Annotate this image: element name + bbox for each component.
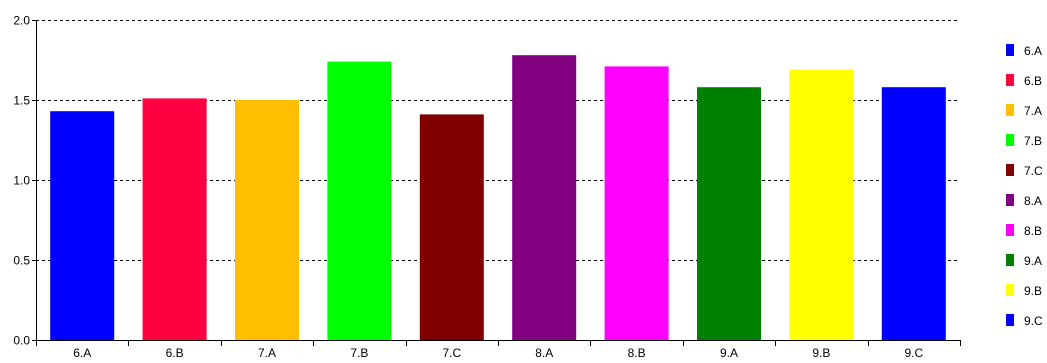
legend-swatch (1006, 284, 1014, 296)
legend-label: 8.B (1024, 224, 1042, 238)
legend-swatch (1006, 44, 1014, 56)
x-tick-label: 9.A (720, 346, 738, 360)
x-tick-label: 9.B (812, 346, 830, 360)
bar-6.A (50, 111, 115, 340)
legend-swatch (1006, 104, 1014, 116)
bar-6.B (142, 98, 207, 341)
legend-label: 8.A (1024, 194, 1042, 208)
x-tick-label: 9.C (904, 346, 923, 360)
bar-8.B (604, 66, 669, 341)
legend-label: 7.A (1024, 104, 1042, 118)
y-tick-label: 1.5 (13, 94, 30, 108)
x-tick-label: 8.B (628, 346, 646, 360)
bar-8.A (512, 55, 577, 340)
x-axis-ticks: 6.A 6.B 7.A 7.B 7.C 8.A 8.B 9.A 9.B 9.C (36, 340, 961, 360)
bar-7.A (235, 100, 299, 340)
y-tick-label: 2.0 (13, 14, 30, 28)
y-tick-label: 0.5 (13, 254, 30, 268)
x-tick-label: 6.A (73, 346, 91, 360)
legend-swatch (1006, 224, 1014, 236)
legend-label: 9.A (1024, 254, 1042, 268)
legend-swatch (1006, 74, 1014, 86)
x-tick-label: 7.C (442, 346, 461, 360)
legend-swatch (1006, 254, 1014, 266)
x-tick-label: 7.B (350, 346, 368, 360)
legend-label: 6.A (1024, 44, 1042, 58)
x-tick-label: 7.A (258, 346, 276, 360)
bars (50, 55, 946, 341)
legend-swatch (1006, 134, 1014, 146)
bar-7.C (419, 114, 484, 341)
x-tick-label: 8.A (535, 346, 553, 360)
legend-label: 9.B (1024, 284, 1042, 298)
bar-9.A (697, 87, 761, 340)
y-tick-label: 1.0 (13, 174, 30, 188)
legend-swatch (1006, 194, 1014, 206)
legend-label: 7.B (1024, 134, 1042, 148)
legend: 6.A 6.B 7.A 7.B 7.C 8.A 8.B 9.A 9.B 9.C (1006, 44, 1043, 328)
bar-9.C (881, 87, 946, 340)
y-axis-ticks: 0.0 0.5 1.0 1.5 2.0 (13, 14, 36, 348)
legend-swatch (1006, 164, 1014, 176)
legend-swatch (1006, 314, 1014, 326)
y-tick-label: 0.0 (13, 334, 30, 348)
legend-label: 9.C (1024, 314, 1043, 328)
x-tick-label: 6.B (166, 346, 184, 360)
bar-9.B (789, 69, 854, 340)
legend-label: 7.C (1024, 164, 1043, 178)
legend-label: 6.B (1024, 74, 1042, 88)
bar-7.B (327, 61, 392, 340)
